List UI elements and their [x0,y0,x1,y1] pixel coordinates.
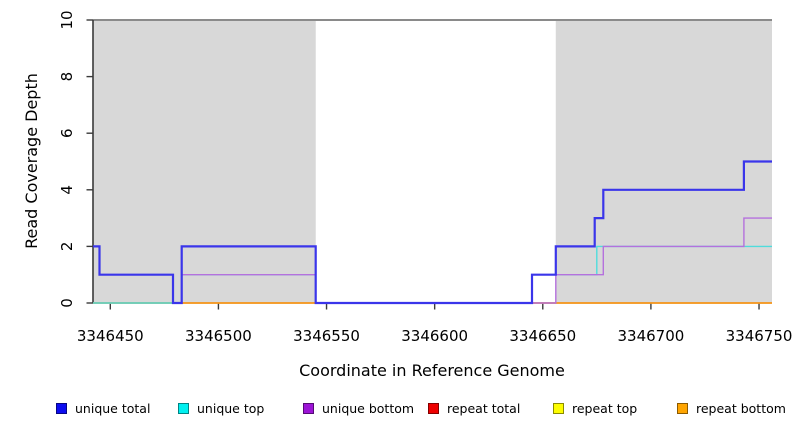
y-tick-label: 0 [58,298,76,308]
series-unique-total [93,160,772,305]
y-tick-label: 6 [58,128,76,138]
y-tick-label: 8 [58,72,76,82]
x-tick-label: 3346750 [726,327,792,345]
shaded-region [93,20,316,303]
x-tick-label: 3346650 [509,327,576,345]
y-axis-title: Read Coverage Depth [22,73,41,249]
x-axis-title: Coordinate in Reference Genome [299,361,565,380]
y-tick-label: 4 [58,185,76,195]
x-tick-label: 3346500 [185,327,252,345]
x-tick-label: 3346700 [617,327,684,345]
y-tick-label: 2 [58,242,76,252]
x-tick-label: 3346450 [77,327,144,345]
x-tick-label: 3346550 [293,327,360,345]
y-tick-label: 10 [58,10,76,29]
x-tick-label: 3346600 [401,327,468,345]
shaded-region [555,20,772,303]
